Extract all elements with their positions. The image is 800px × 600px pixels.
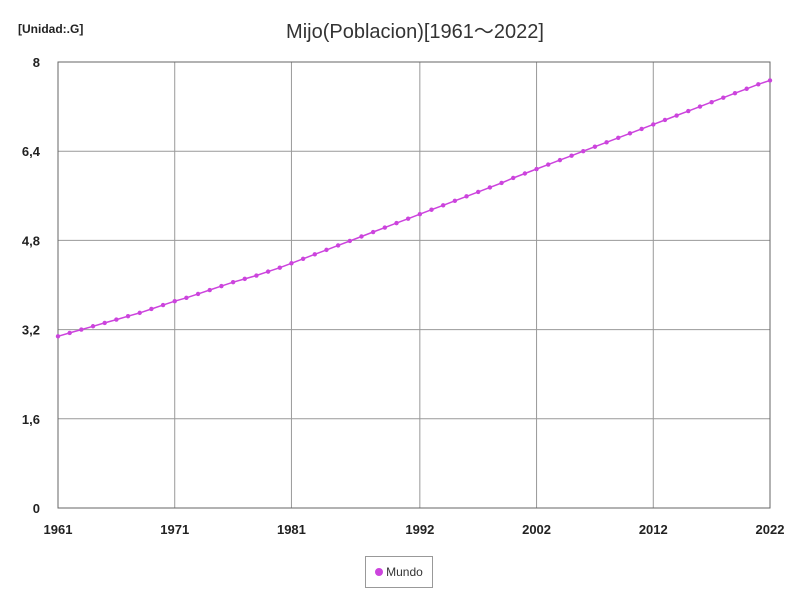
- plot-area-border: [57, 61, 771, 509]
- data-point: [300, 256, 306, 261]
- data-point: [324, 247, 329, 253]
- data-point: [464, 194, 469, 199]
- data-point: [347, 238, 353, 244]
- data-point: [359, 234, 364, 239]
- x-axis-ticks: 1961 1971 1981 1992 2002 2012 2022: [44, 522, 785, 537]
- y-tick-label: 8: [33, 55, 40, 70]
- data-point: [207, 287, 212, 293]
- data-point: [289, 261, 294, 266]
- data-point: [172, 298, 177, 304]
- legend-label-mundo: Mundo: [386, 565, 423, 579]
- chart-title: Mijo(Poblacion)[1961〜2022]: [286, 21, 544, 43]
- y-tick-label: 6,4: [22, 144, 41, 159]
- legend-marker-icon: [375, 568, 384, 576]
- data-point: [522, 171, 528, 176]
- data-point: [756, 82, 761, 87]
- data-point: [697, 104, 703, 109]
- x-tick-label: 2002: [522, 522, 551, 537]
- grid-lines: [57, 61, 771, 509]
- data-point: [149, 306, 154, 312]
- data-point: [499, 180, 504, 186]
- data-point: [627, 131, 633, 136]
- data-point: [114, 317, 119, 322]
- data-point: [277, 265, 282, 270]
- data-point: [394, 220, 399, 226]
- data-point: [219, 283, 224, 289]
- unit-label: [Unidad:.G]: [18, 22, 84, 36]
- data-point: [405, 216, 411, 221]
- y-tick-label: 4,8: [22, 233, 40, 248]
- y-axis-ticks: 0 1,6 3,2 4,8 6,4 8: [22, 55, 41, 516]
- x-tick-label: 1961: [44, 522, 73, 537]
- data-point: [616, 135, 621, 141]
- data-point: [137, 310, 142, 316]
- data-point: [604, 140, 609, 145]
- data-point: [195, 291, 201, 297]
- data-point: [581, 149, 586, 154]
- data-point: [732, 91, 738, 96]
- data-point: [686, 108, 691, 114]
- x-tick-label: 1992: [405, 522, 434, 537]
- data-point: [417, 211, 423, 217]
- y-tick-label: 3,2: [22, 323, 40, 338]
- data-point: [651, 122, 656, 127]
- data-point: [242, 276, 247, 282]
- data-point: [335, 243, 341, 248]
- data-point: [452, 198, 458, 204]
- data-point: [487, 185, 493, 190]
- data-point: [370, 229, 376, 235]
- data-point: [721, 95, 726, 100]
- data-point: [744, 86, 749, 91]
- data-point: [230, 280, 236, 285]
- data-point: [592, 144, 598, 149]
- series-layer: [55, 78, 773, 339]
- data-point: [55, 334, 61, 339]
- data-point: [90, 324, 96, 329]
- data-point: [440, 203, 446, 208]
- x-tick-label: 2022: [756, 522, 785, 537]
- data-point: [475, 189, 481, 195]
- x-tick-label: 2012: [639, 522, 668, 537]
- x-tick-label: 1971: [160, 522, 189, 537]
- data-point: [184, 295, 189, 301]
- data-point: [160, 302, 166, 308]
- data-point: [546, 162, 551, 167]
- data-point: [511, 175, 516, 181]
- legend: Mundo: [365, 556, 433, 588]
- data-point: [569, 153, 574, 158]
- data-point: [557, 157, 563, 163]
- data-point: [674, 113, 679, 118]
- data-point: [429, 207, 434, 212]
- data-point: [79, 327, 84, 332]
- data-point: [254, 273, 259, 278]
- data-point: [125, 314, 131, 319]
- x-tick-label: 1981: [277, 522, 306, 537]
- data-point: [534, 166, 539, 172]
- data-point: [767, 78, 773, 83]
- y-tick-label: 1,6: [22, 412, 40, 427]
- data-point: [382, 225, 388, 230]
- data-point: [67, 330, 72, 336]
- data-point: [639, 126, 644, 132]
- data-point: [709, 99, 714, 105]
- data-point: [265, 269, 271, 274]
- y-tick-label: 0: [33, 501, 40, 516]
- data-point: [662, 117, 668, 123]
- data-point: [102, 320, 107, 326]
- data-point: [312, 252, 317, 257]
